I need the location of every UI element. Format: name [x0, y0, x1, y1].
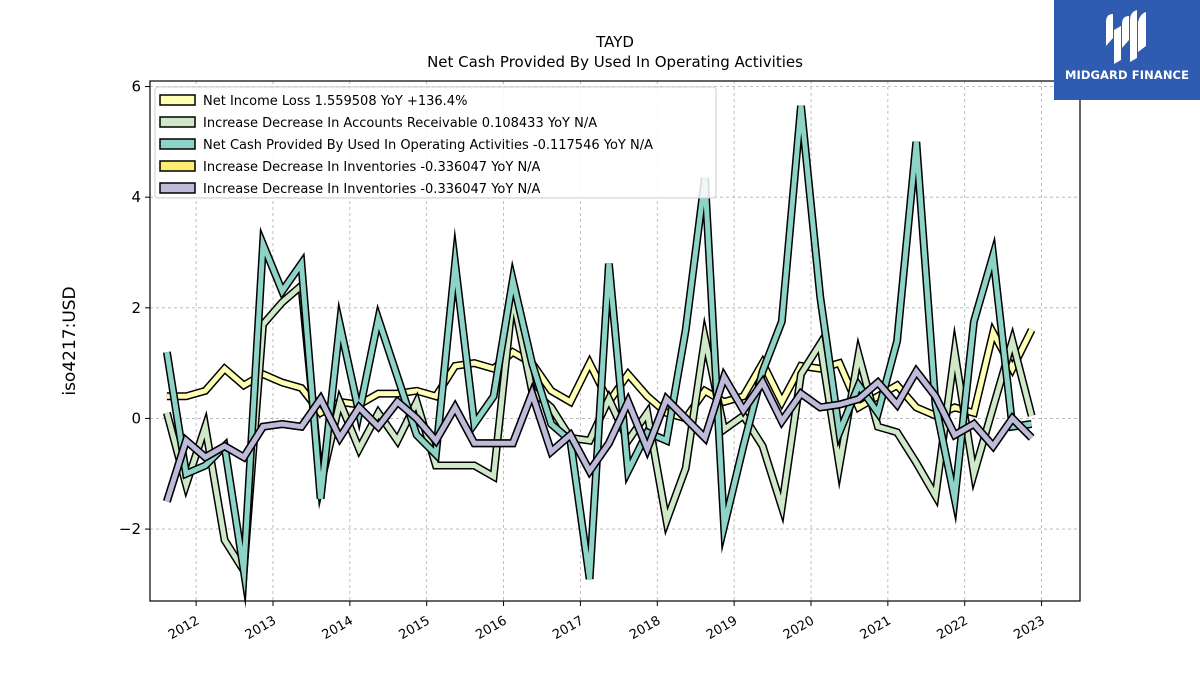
legend-swatch: [159, 116, 196, 128]
series-line-4: [164, 366, 1034, 503]
x-tick-label: 2019: [704, 613, 740, 643]
y-tick-label: 2: [131, 299, 141, 317]
brand-logo: MIDGARD FINANCE: [1054, 0, 1200, 100]
legend-box: [154, 86, 717, 199]
plot-frame: [149, 80, 1081, 602]
legend-label: Net Cash Provided By Used In Operating A…: [203, 138, 653, 153]
brand-logo-text: MIDGARD FINANCE: [1064, 68, 1190, 82]
y-tick-label: −2: [119, 520, 141, 538]
chart-subtitle: Net Cash Provided By Used In Operating A…: [427, 53, 803, 71]
legend-swatch: [159, 160, 196, 172]
x-tick-label: 2022: [935, 613, 971, 643]
legend-label: Net Income Loss 1.559508 YoY +136.4%: [203, 94, 467, 109]
x-tick-label: 2020: [781, 613, 817, 643]
y-tick-label: 6: [131, 78, 141, 96]
midgard-logo-icon: [1106, 10, 1146, 64]
x-tick-label: 2014: [320, 613, 356, 643]
legend: Net Income Loss 1.559508 YoY +136.4% Incr…: [154, 86, 717, 199]
x-tick-label: 2016: [473, 613, 509, 643]
x-tick-label: 2021: [858, 613, 894, 643]
chart-title: TAYD: [595, 33, 634, 51]
y-tick-label: 0: [131, 409, 141, 427]
legend-swatch: [159, 138, 196, 150]
legend-label: Increase Decrease In Accounts Receivable…: [203, 116, 597, 131]
legend-label: Increase Decrease In Inventories -0.3360…: [203, 182, 541, 197]
x-tick-label: 2012: [166, 613, 202, 643]
x-tick-label: 2017: [550, 613, 586, 643]
plot-area: −2 0 2 4 6 2012 2013 2014 2015 2016 2017 2018 2019 20…: [119, 78, 1081, 643]
legend-label: Increase Decrease In Inventories -0.3360…: [203, 160, 541, 175]
x-tick-label: 2015: [397, 613, 433, 643]
x-tick-label: 2018: [627, 613, 663, 643]
legend-swatch: [159, 182, 196, 194]
legend-swatch: [159, 94, 196, 106]
x-tick-label: 2013: [243, 613, 279, 643]
x-tick-label: 2023: [1011, 613, 1047, 643]
y-axis-label: iso4217:USD: [60, 286, 80, 395]
y-tick-label: 4: [131, 188, 141, 206]
series-line-2: [164, 105, 1032, 595]
